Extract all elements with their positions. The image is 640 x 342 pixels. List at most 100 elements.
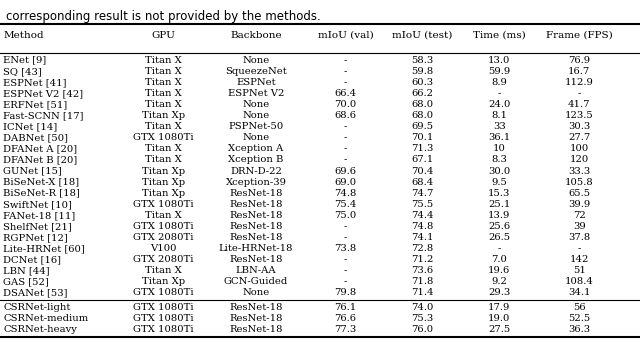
Text: 75.3: 75.3 (412, 314, 433, 323)
Text: Backbone: Backbone (230, 31, 282, 40)
Text: Titan X: Titan X (145, 156, 182, 165)
Text: -: - (577, 244, 581, 253)
Text: 56: 56 (573, 303, 586, 312)
Text: ESPNet: ESPNet (236, 78, 276, 87)
Text: 8.9: 8.9 (492, 78, 507, 87)
Text: Lite-HRNet [60]: Lite-HRNet [60] (3, 244, 85, 253)
Text: 51: 51 (573, 266, 586, 275)
Text: 71.4: 71.4 (411, 288, 434, 298)
Text: 76.6: 76.6 (335, 314, 356, 323)
Text: LBN [44]: LBN [44] (3, 266, 50, 275)
Text: -: - (344, 56, 348, 65)
Text: 33.3: 33.3 (568, 167, 590, 175)
Text: 39: 39 (573, 222, 586, 231)
Text: 39.9: 39.9 (568, 200, 590, 209)
Text: DRN-D-22: DRN-D-22 (230, 167, 282, 175)
Text: DFANet B [20]: DFANet B [20] (3, 156, 77, 165)
Text: -: - (344, 156, 348, 165)
Text: None: None (243, 56, 269, 65)
Text: ESPNet [41]: ESPNet [41] (3, 78, 67, 87)
Text: FANet-18 [11]: FANet-18 [11] (3, 211, 76, 220)
Text: 69.5: 69.5 (412, 122, 433, 131)
Text: Titan X: Titan X (145, 89, 182, 98)
Text: 8.1: 8.1 (492, 111, 508, 120)
Text: -: - (344, 78, 348, 87)
Text: 68.6: 68.6 (335, 111, 356, 120)
Text: GTX 1080Ti: GTX 1080Ti (133, 314, 193, 323)
Text: Titan X: Titan X (145, 211, 182, 220)
Text: 36.1: 36.1 (488, 133, 510, 142)
Text: Titan X: Titan X (145, 56, 182, 65)
Text: 112.9: 112.9 (564, 78, 594, 87)
Text: 142: 142 (570, 255, 589, 264)
Text: 70.0: 70.0 (335, 100, 356, 109)
Text: 67.1: 67.1 (412, 156, 433, 165)
Text: 66.2: 66.2 (412, 89, 433, 98)
Text: -: - (344, 122, 348, 131)
Text: 79.8: 79.8 (335, 288, 356, 298)
Text: 75.4: 75.4 (335, 200, 356, 209)
Text: GCN-Guided: GCN-Guided (224, 277, 288, 286)
Text: ERFNet [51]: ERFNet [51] (3, 100, 67, 109)
Text: 72.8: 72.8 (412, 244, 433, 253)
Text: Titan X: Titan X (145, 78, 182, 87)
Text: BiSeNet-R [18]: BiSeNet-R [18] (3, 189, 80, 198)
Text: GTX 1080Ti: GTX 1080Ti (133, 200, 193, 209)
Text: 70.1: 70.1 (412, 133, 433, 142)
Text: 10: 10 (493, 144, 506, 154)
Text: -: - (344, 266, 348, 275)
Text: DSANet [53]: DSANet [53] (3, 288, 68, 298)
Text: 71.3: 71.3 (412, 144, 433, 154)
Text: 74.8: 74.8 (412, 222, 433, 231)
Text: 72: 72 (573, 211, 586, 220)
Text: Titan Xp: Titan Xp (141, 277, 185, 286)
Text: Titan X: Titan X (145, 100, 182, 109)
Text: DFANet A [20]: DFANet A [20] (3, 144, 77, 154)
Text: 120: 120 (570, 156, 589, 165)
Text: 71.8: 71.8 (412, 277, 433, 286)
Text: 59.9: 59.9 (488, 67, 510, 76)
Text: 9.2: 9.2 (492, 277, 507, 286)
Text: 16.7: 16.7 (568, 67, 590, 76)
Text: GTX 1080Ti: GTX 1080Ti (133, 288, 193, 298)
Text: -: - (344, 277, 348, 286)
Text: Titan X: Titan X (145, 122, 182, 131)
Text: 105.8: 105.8 (565, 177, 593, 187)
Text: mIoU (test): mIoU (test) (392, 31, 452, 40)
Text: 29.3: 29.3 (488, 288, 510, 298)
Text: GPU: GPU (151, 31, 175, 40)
Text: BiSeNet-X [18]: BiSeNet-X [18] (3, 177, 79, 187)
Text: Lite-HRNet-18: Lite-HRNet-18 (219, 244, 293, 253)
Text: Titan X: Titan X (145, 144, 182, 154)
Text: ResNet-18: ResNet-18 (229, 200, 283, 209)
Text: Titan Xp: Titan Xp (141, 111, 185, 120)
Text: Titan X: Titan X (145, 266, 182, 275)
Text: 33: 33 (493, 122, 506, 131)
Text: GTX 2080Ti: GTX 2080Ti (133, 233, 193, 242)
Text: -: - (344, 222, 348, 231)
Text: DABNet [50]: DABNet [50] (3, 133, 68, 142)
Text: ResNet-18: ResNet-18 (229, 314, 283, 323)
Text: LBN-AA: LBN-AA (236, 266, 276, 275)
Text: ResNet-18: ResNet-18 (229, 233, 283, 242)
Text: 59.8: 59.8 (412, 67, 433, 76)
Text: 52.5: 52.5 (568, 314, 590, 323)
Text: mIoU (val): mIoU (val) (317, 31, 374, 40)
Text: 108.4: 108.4 (564, 277, 594, 286)
Text: 100: 100 (570, 144, 589, 154)
Text: 7.0: 7.0 (492, 255, 507, 264)
Text: 76.1: 76.1 (335, 303, 356, 312)
Text: ResNet-18: ResNet-18 (229, 303, 283, 312)
Text: SQ [43]: SQ [43] (3, 67, 42, 76)
Text: Titan Xp: Titan Xp (141, 189, 185, 198)
Text: 13.0: 13.0 (488, 56, 510, 65)
Text: -: - (344, 67, 348, 76)
Text: 73.8: 73.8 (335, 244, 356, 253)
Text: -: - (497, 244, 501, 253)
Text: 77.3: 77.3 (335, 325, 356, 334)
Text: SwiftNet [10]: SwiftNet [10] (3, 200, 72, 209)
Text: 69.6: 69.6 (335, 167, 356, 175)
Text: ShelfNet [21]: ShelfNet [21] (3, 222, 72, 231)
Text: 30.0: 30.0 (488, 167, 510, 175)
Text: ENet [9]: ENet [9] (3, 56, 47, 65)
